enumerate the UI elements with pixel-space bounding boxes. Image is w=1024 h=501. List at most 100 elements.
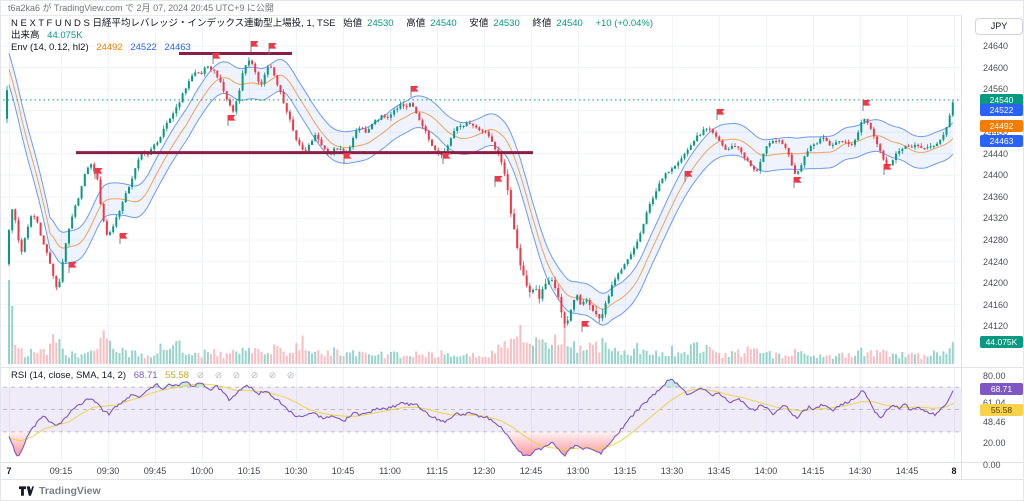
rsi-tick: 61.04 [983,398,1006,408]
publish-info-bar: t6a2ka6 が TradingView.com で 2月 07, 2024 … [1,1,1023,16]
rsi-badge: 55.58 [980,404,1023,416]
time-label: 14:15 [801,466,825,476]
flag-mark[interactable] [793,177,802,188]
chart-frame-bottom-border [1,479,1023,480]
flag-mark[interactable] [494,176,503,187]
time-label: 13:00 [566,466,590,476]
time-label: 09:15 [49,466,73,476]
flag-mark[interactable] [250,41,259,52]
price-pane [3,52,959,364]
price-badge: 24540 [980,93,1023,106]
price-tick: 24120 [983,321,1009,332]
rsi-badge: 68.71 [980,383,1023,395]
price-axis[interactable]: JPY 24640 24600 24560 24480 24440 24400 24360 2… [961,15,1023,479]
flag-marks[interactable] [68,41,892,332]
publish-info-text: t6a2ka6 が TradingView.com で 2月 07, 2024 … [8,3,274,13]
env-upper-value: 24522 [130,42,157,53]
price-badge: 44.075K [980,336,1023,348]
flag-mark[interactable] [410,86,419,97]
flag-mark[interactable] [94,168,103,179]
time-label: 10:30 [284,466,308,476]
env-upper-line [8,53,954,294]
rsi-line [8,378,954,457]
volume-label: 出来高 [11,30,40,41]
price-badge: 24522 [980,103,1023,116]
time-label: 11:00 [379,466,401,476]
currency-toggle-button[interactable]: JPY [975,18,1023,35]
rsi-tick: 20.00 [983,438,1006,448]
ohlc-close: 終値 24540 [532,18,583,29]
rsi-legend-row[interactable]: RSI (14, close, SMA, 14, 2) 68.71 55.58 … [11,370,303,381]
time-label: 8 [951,466,957,476]
env-label: Env (14, 0.12, hl2) [11,42,89,53]
time-label: 13:15 [613,466,637,476]
time-label: 14:30 [848,466,872,476]
price-tick: 24560 [983,84,1009,95]
tradingview-logo-icon [19,486,34,496]
env-legend-row[interactable]: Env (14, 0.12, hl2) 24492 24522 24463 [11,42,196,53]
hidden-values-icons[interactable]: ⊘ ⊘ ⊘ ⊘ ⊘ ⊘ [196,370,299,380]
rsi-tick: 80.00 [983,371,1006,381]
time-label: 7 [6,466,12,476]
footer-brand[interactable]: TradingView [19,484,101,498]
rsi-label: RSI (14, close, SMA, 14, 2) [11,370,127,381]
flag-mark[interactable] [684,171,693,182]
price-tick: 24600 [983,62,1009,73]
price-badge: 24492 [980,119,1023,132]
flag-mark[interactable] [268,43,277,54]
price-badge: 24463 [980,135,1023,148]
tradingview-logo-text: TradingView [39,485,101,497]
time-label: 09:30 [96,466,120,476]
time-label: 14:00 [754,466,778,476]
flag-mark[interactable] [716,109,725,120]
price-tick: 24440 [983,148,1009,159]
volume-bars [8,280,954,364]
env-lower-value: 24463 [164,42,191,53]
price-tick: 24360 [983,191,1009,202]
flag-mark[interactable] [883,164,892,175]
volume-legend-row[interactable]: 出来高 44.075K [11,30,88,41]
time-label: 10:15 [237,466,261,476]
time-label: 10:00 [190,466,214,476]
symbol-legend-row[interactable]: N E X T F U N D S 日経平均レバレッジ・インデックス連動型上場投… [11,18,658,29]
price-tick: 24480 [983,127,1009,138]
time-label: 11:15 [426,466,448,476]
env-band-fill [9,53,953,326]
time-label: 13:45 [707,466,731,476]
rsi-oversold-fill [9,431,30,456]
time-label: 09:45 [143,466,167,476]
rsi-overbought-fill [153,383,160,388]
env-basis-value: 24492 [96,42,123,53]
price-tick: 24280 [983,234,1009,245]
flag-mark[interactable] [442,153,451,164]
ohlc-high: 高値 24540 [406,18,457,29]
time-axis[interactable]: 7 09:15 09:30 09:45 10:00 10:15 10:30 10:45 11:0… [1,462,961,479]
volume-value: 44.075K [47,30,83,41]
rsi-pane [1,378,961,457]
ohlc-low: 安値 24530 [469,18,520,29]
rsi-oversold-fill [504,431,620,456]
flag-mark[interactable] [343,153,352,164]
rsi-tick: 48.46 [983,417,1006,427]
pane-separator-axis [962,367,1023,368]
rsi-value: 68.71 [133,370,158,381]
flag-mark[interactable] [862,100,871,111]
time-label: 13:30 [660,466,684,476]
flag-mark[interactable] [68,262,77,273]
flag-mark[interactable] [581,321,590,332]
time-label: 12:30 [472,466,496,476]
symbol-title: N E X T F U N D S 日経平均レバレッジ・インデックス連動型上場投… [11,18,336,29]
price-tick: 24640 [983,41,1009,51]
flag-mark[interactable] [212,53,221,64]
time-label: 14:45 [895,466,919,476]
rsi-tick: 0.00 [983,460,1001,470]
ohlc-open: 始値 24530 [343,18,394,29]
price-tick: 24240 [983,256,1009,267]
price-tick: 24400 [983,170,1009,181]
env-basis-line [8,68,954,310]
flag-mark[interactable] [119,233,128,244]
price-tick: 24320 [983,213,1009,224]
flag-mark[interactable] [227,115,236,126]
